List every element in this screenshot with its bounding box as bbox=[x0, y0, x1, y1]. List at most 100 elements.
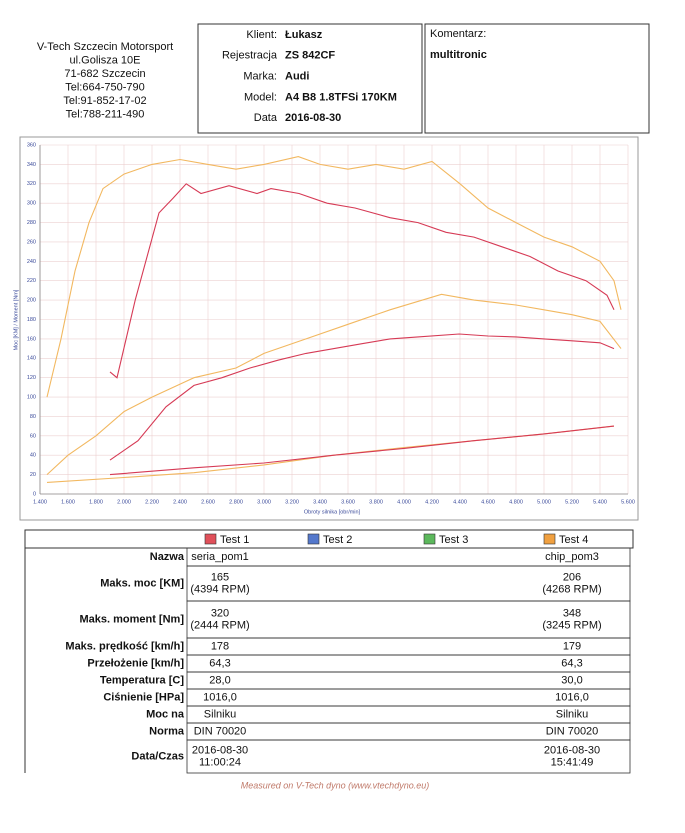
y-tick-label: 160 bbox=[27, 336, 36, 342]
cell-value: (2444 RPM) bbox=[190, 619, 249, 631]
row-label: Ciśnienie [HPa] bbox=[103, 691, 184, 703]
y-tick-label: 40 bbox=[30, 453, 36, 459]
cell-value: 30,0 bbox=[561, 674, 582, 686]
client-value: Audi bbox=[285, 71, 309, 83]
y-tick-label: 20 bbox=[30, 472, 36, 478]
cell-value: (4268 RPM) bbox=[542, 583, 601, 595]
comment-box bbox=[424, 23, 650, 134]
y-tick-label: 80 bbox=[30, 414, 36, 420]
client-label: Rejestracja bbox=[222, 50, 278, 62]
x-tick-label: 2.400 bbox=[173, 499, 187, 505]
cell-value: DIN 70020 bbox=[546, 725, 599, 737]
curve bbox=[46, 425, 615, 483]
x-tick-label: 4.400 bbox=[453, 499, 467, 505]
curve bbox=[46, 293, 622, 476]
company-line: V-Tech Szczecin Motorsport bbox=[37, 41, 173, 53]
client-label: Marka: bbox=[243, 71, 277, 83]
legend-swatch bbox=[423, 533, 436, 545]
client-value: 2016-08-30 bbox=[285, 112, 341, 124]
row-label: Nazwa bbox=[150, 551, 185, 563]
x-tick-label: 4.000 bbox=[397, 499, 411, 505]
cell-value: (3245 RPM) bbox=[542, 619, 601, 631]
client-value: Łukasz bbox=[285, 29, 323, 41]
legend-swatch bbox=[543, 533, 556, 545]
x-tick-label: 4.200 bbox=[425, 499, 439, 505]
client-label: Klient: bbox=[246, 29, 277, 41]
y-tick-label: 280 bbox=[27, 220, 36, 226]
x-tick-label: 5.400 bbox=[593, 499, 607, 505]
cell-value: 178 bbox=[211, 640, 229, 652]
x-tick-label: 3.600 bbox=[341, 499, 355, 505]
legend-label: Test 1 bbox=[220, 534, 249, 546]
y-tick-label: 180 bbox=[27, 317, 36, 323]
x-tick-label: 2.800 bbox=[229, 499, 243, 505]
legend-label: Test 4 bbox=[559, 534, 588, 546]
client-label: Data bbox=[254, 112, 278, 124]
y-tick-label: 220 bbox=[27, 278, 36, 284]
y-tick-label: 360 bbox=[27, 142, 36, 148]
client-value: A4 B8 1.8TFSi 170KM bbox=[285, 91, 397, 103]
legend-swatch bbox=[307, 533, 320, 545]
y-tick-label: 320 bbox=[27, 181, 36, 187]
x-tick-label: 3.400 bbox=[313, 499, 327, 505]
cell-value: 165 bbox=[211, 571, 229, 583]
y-tick-label: 140 bbox=[27, 356, 36, 362]
cell-value: 28,0 bbox=[209, 674, 230, 686]
company-line: Tel:788-211-490 bbox=[66, 108, 145, 120]
legend-swatch bbox=[204, 533, 217, 545]
company-line: Tel:91-852-17-02 bbox=[63, 95, 146, 107]
row-label: Norma bbox=[149, 725, 185, 737]
x-tick-label: 3.000 bbox=[257, 499, 271, 505]
cell-value: 15:41:49 bbox=[551, 756, 594, 768]
y-tick-label: 100 bbox=[27, 395, 36, 401]
x-tick-label: 2.200 bbox=[145, 499, 159, 505]
x-tick-label: 4.800 bbox=[509, 499, 523, 505]
chart-frame bbox=[19, 136, 639, 521]
company-line: ul.Golisza 10E bbox=[70, 54, 141, 66]
x-tick-label: 1.400 bbox=[33, 499, 47, 505]
y-axis-label: Moc [KM] / Moment [Nm] bbox=[13, 289, 19, 350]
cell-value: 64,3 bbox=[561, 657, 582, 669]
footer: Measured on V-Tech dyno (www.vtechdyno.e… bbox=[241, 780, 429, 790]
x-axis-label: Obroty silnika [obr/min] bbox=[304, 509, 361, 515]
cell-value: 64,3 bbox=[209, 657, 230, 669]
x-tick-label: 3.800 bbox=[369, 499, 383, 505]
cell-value: 11:00:24 bbox=[199, 756, 241, 768]
x-tick-label: 4.600 bbox=[481, 499, 495, 505]
row-label: Maks. prędkość [km/h] bbox=[65, 640, 184, 652]
x-tick-label: 1.600 bbox=[61, 499, 75, 505]
value-cell bbox=[186, 739, 631, 774]
cell-value: seria_pom1 bbox=[191, 551, 248, 563]
legend-label: Test 2 bbox=[323, 534, 352, 546]
x-tick-label: 5.000 bbox=[537, 499, 551, 505]
row-label: Data/Czas bbox=[131, 750, 184, 762]
row-label: Przełożenie [km/h] bbox=[87, 657, 184, 669]
y-tick-label: 200 bbox=[27, 298, 36, 304]
curve bbox=[109, 333, 615, 461]
company-line: Tel:664-750-790 bbox=[65, 81, 145, 93]
y-tick-label: 120 bbox=[27, 375, 36, 381]
client-value: ZS 842CF bbox=[285, 50, 335, 62]
row-label: Maks. moment [Nm] bbox=[79, 613, 184, 625]
client-box bbox=[197, 23, 423, 134]
cell-value: Silniku bbox=[556, 708, 588, 720]
x-tick-label: 5.200 bbox=[565, 499, 579, 505]
company-line: 71-682 Szczecin bbox=[64, 68, 145, 80]
row-label: Temperatura [C] bbox=[100, 674, 184, 686]
curve bbox=[109, 425, 615, 476]
y-tick-label: 240 bbox=[27, 259, 36, 265]
y-tick-label: 260 bbox=[27, 239, 36, 245]
cell-value: Silniku bbox=[204, 708, 236, 720]
curve bbox=[109, 183, 615, 379]
legend-label: Test 3 bbox=[439, 534, 468, 546]
cell-value: 206 bbox=[563, 571, 581, 583]
y-tick-label: 60 bbox=[30, 433, 36, 439]
row-label: Moc na bbox=[146, 708, 185, 720]
cell-value: 2016-08-30 bbox=[544, 744, 600, 756]
curve bbox=[46, 156, 622, 398]
y-tick-label: 340 bbox=[27, 162, 36, 168]
cell-value: (4394 RPM) bbox=[190, 583, 249, 595]
cell-value: 1016,0 bbox=[555, 691, 589, 703]
cell-value: DIN 70020 bbox=[194, 725, 247, 737]
